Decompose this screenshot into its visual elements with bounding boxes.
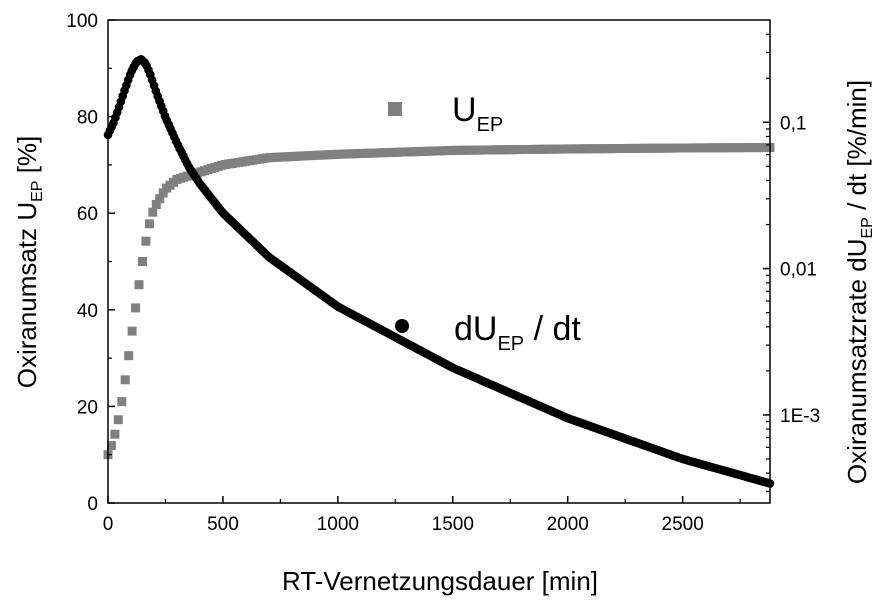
y-right-tick-label: 0,1 (780, 113, 806, 134)
u-ep-point (127, 326, 137, 336)
u-ep-point (120, 375, 130, 385)
axes: 0 500 1000 1500 2000 2500 0 20 40 60 80 100 1E-3 0,01… (66, 11, 820, 535)
u-ep-point (131, 303, 141, 313)
legend-label-u-ep: UEP (452, 91, 503, 136)
u-ep-point (113, 415, 123, 425)
y-right-tick-label: 0,01 (780, 260, 817, 281)
legend-label-du-ep-dt: dUEP / dt (454, 310, 581, 355)
u-ep-point (158, 188, 168, 198)
u-ep-point (141, 236, 151, 246)
x-tick-label: 0 (103, 514, 114, 535)
u-ep-point (148, 207, 158, 217)
x-tick-label: 500 (207, 514, 239, 535)
u-ep-point (144, 219, 154, 229)
data-marks (103, 55, 775, 488)
u-ep-point (138, 257, 147, 266)
legend-item-du-ep-dt: dUEP / dt (395, 310, 581, 355)
plot-frame (107, 19, 771, 504)
y-left-axis-title-sub: EP (29, 181, 46, 202)
y-left-axis-title-tail: [%] (12, 136, 42, 181)
u-ep-point (117, 397, 127, 407)
y-right-tick-label: 1E-3 (780, 406, 820, 427)
legend-item-u-ep: UEP (388, 91, 503, 136)
y-left-tick-label: 40 (77, 301, 98, 322)
legend: UEP dUEP / dt (388, 91, 581, 355)
legend-square-marker (388, 102, 402, 116)
y-left-tick-label: 80 (77, 108, 98, 129)
u-ep-point (110, 429, 120, 439)
u-ep-point (106, 441, 116, 451)
u-ep-point (155, 194, 165, 204)
y-right-axis-title-sub: EP (859, 217, 876, 238)
y-left-axis-title: Oxiranumsatz UEP [%] (12, 136, 46, 389)
x-tick-label: 1000 (317, 514, 359, 535)
y-left-tick-label: 20 (77, 397, 98, 418)
y-left-tick-label: 60 (77, 204, 98, 225)
u-ep-point (124, 351, 134, 361)
u-ep-point (134, 280, 144, 290)
y-right-axis-title: Oxiranumsatzrate dUEP / dt [%/min] (842, 80, 876, 484)
x-tick-label: 2000 (547, 514, 589, 535)
y-right-axis-title-tail: / dt [%/min] (842, 80, 872, 217)
y-left-tick-label: 0 (87, 494, 98, 515)
y-left-tick-label: 100 (66, 11, 98, 32)
x-tick-label: 1500 (432, 514, 474, 535)
y-left-axis-title-main: Oxiranumsatz U (12, 202, 42, 388)
legend-circle-marker (395, 319, 409, 333)
u-ep-point (151, 200, 161, 209)
x-tick-label: 2500 (662, 514, 704, 535)
x-axis-title: RT-Vernetzungsdauer [min] (282, 566, 598, 596)
y-right-axis-title-main: Oxiranumsatzrate dU (842, 238, 872, 484)
